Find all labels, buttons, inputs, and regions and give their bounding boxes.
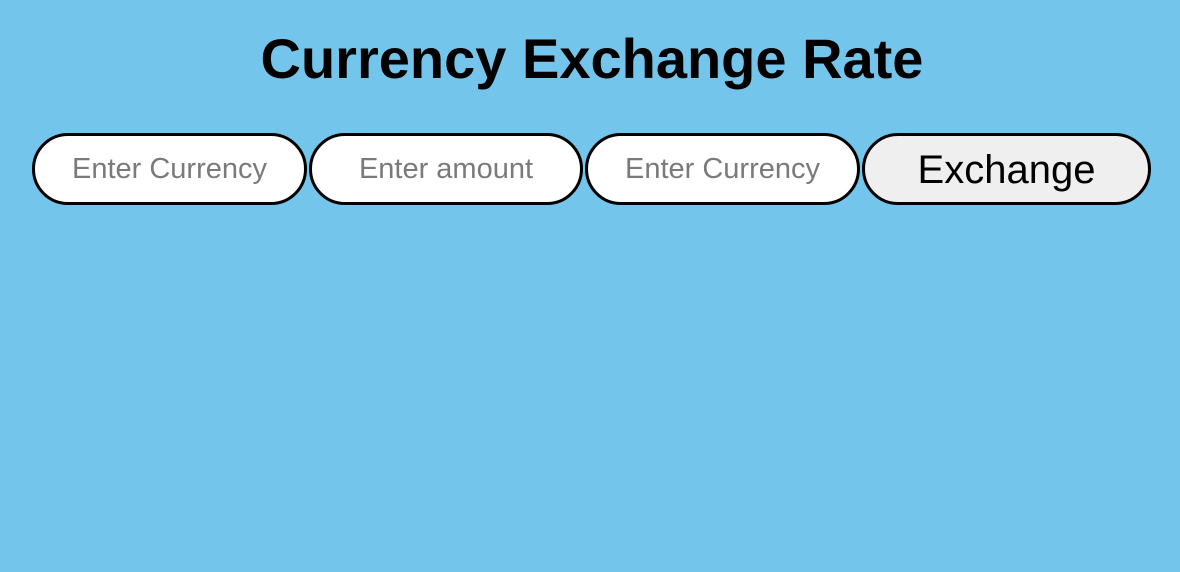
to-currency-input[interactable]: [585, 133, 860, 205]
from-currency-input[interactable]: [32, 133, 307, 205]
exchange-button[interactable]: Exchange: [862, 133, 1151, 205]
page-title: Currency Exchange Rate: [260, 27, 924, 90]
amount-input[interactable]: [309, 133, 583, 205]
